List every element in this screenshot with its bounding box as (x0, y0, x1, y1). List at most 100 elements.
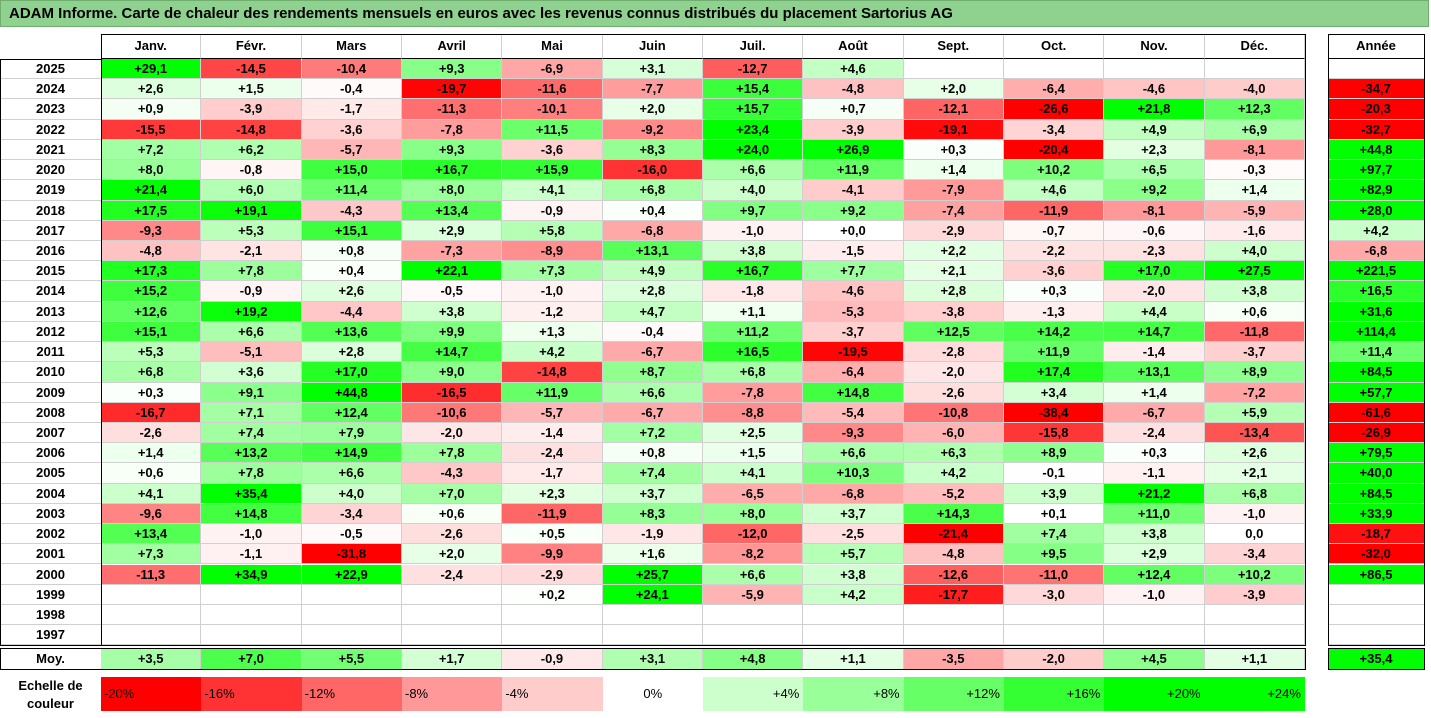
heatmap-cell: +2,8 (903, 281, 1004, 302)
month-header: Mai (502, 34, 603, 59)
heatmap-cell: +5,9 (1204, 402, 1305, 423)
heatmap-cell: +6,6 (803, 443, 904, 464)
average-cell: +1,7 (401, 648, 503, 671)
average-cell: +7,0 (201, 648, 302, 671)
heatmap-cell: +4,2 (502, 342, 603, 363)
heatmap-cell: +4,2 (903, 463, 1004, 484)
heatmap-cell: -5,4 (803, 402, 904, 423)
heatmap-cell: +22,9 (301, 564, 402, 585)
color-scale-stop: +16% (1003, 677, 1105, 711)
heatmap-cell: +1,4 (1104, 382, 1205, 403)
average-cell: +3,5 (101, 648, 202, 671)
heatmap-cell: -0,9 (502, 200, 603, 221)
heatmap-cell: -7,9 (903, 180, 1004, 201)
heatmap-cell: +14,7 (401, 342, 503, 363)
heatmap-cell: -16,7 (101, 402, 202, 423)
heatmap-cell: -1,3 (1003, 301, 1105, 322)
year-total-cell (1328, 604, 1425, 626)
heatmap-cell: +9,2 (1104, 180, 1205, 201)
heatmap-cell: -6,4 (803, 362, 904, 383)
color-scale-stop: 0% (602, 677, 703, 711)
year-label: 2007 (0, 422, 101, 444)
heatmap-cell: +3,9 (1003, 483, 1105, 504)
heatmap-cell: -9,2 (602, 119, 703, 140)
heatmap-cell: +0,1 (1003, 503, 1105, 525)
heatmap-cell: +2,8 (301, 342, 402, 363)
heatmap-cell (502, 625, 603, 646)
heatmap-cell: -0,6 (1104, 220, 1205, 241)
year-total-cell: +11,4 (1328, 342, 1425, 363)
heatmap-cell: -1,1 (1104, 463, 1205, 484)
heatmap-cell: +10,3 (803, 463, 904, 484)
heatmap-cell: +6,0 (201, 180, 302, 201)
heatmap-cell: -17,7 (903, 584, 1004, 605)
heatmap-cell: +35,4 (201, 483, 302, 504)
color-scale-label: Echelle de couleur (0, 677, 101, 711)
year-label: 1998 (0, 604, 101, 626)
heatmap-cell: +1,4 (1204, 180, 1305, 201)
heatmap-cell (903, 604, 1004, 626)
year-label: 2003 (0, 503, 101, 525)
color-scale-stop: +8% (803, 677, 904, 711)
average-cell: +4,8 (702, 648, 804, 671)
average-cell: +1,1 (1204, 648, 1305, 671)
color-scale-stop: -4% (502, 677, 603, 711)
average-cell: -0,9 (502, 648, 603, 671)
heatmap-cell: -6,7 (602, 342, 703, 363)
heatmap-cell: +1,4 (101, 443, 202, 464)
heatmap-cell: -3,9 (1204, 584, 1305, 605)
year-total-cell: +84,5 (1328, 362, 1425, 383)
heatmap-cell: +0,5 (502, 524, 603, 545)
heatmap-cell: +2,5 (702, 422, 804, 444)
heatmap-cell: +6,5 (1104, 160, 1205, 181)
heatmap-cell: -3,4 (301, 503, 402, 525)
heatmap-cell: -5,9 (702, 584, 804, 605)
heatmap-cell: +7,7 (803, 261, 904, 282)
heatmap-cell: -1,1 (201, 544, 302, 565)
heatmap-cell: +8,9 (1003, 443, 1105, 464)
heatmap-cell: -9,3 (803, 422, 904, 444)
heatmap-cell: +12,6 (101, 301, 202, 322)
heatmap-cell: -0,5 (401, 281, 503, 302)
heatmap-cell: +11,2 (702, 321, 804, 343)
heatmap-cell: +2,2 (903, 240, 1004, 262)
year-label: 2010 (0, 362, 101, 383)
heatmap-cell: +0,4 (602, 200, 703, 221)
heatmap-cell (602, 604, 703, 626)
heatmap-cell (1003, 625, 1105, 646)
heatmap-cell: -2,5 (803, 524, 904, 545)
heatmap-cell: -1,0 (201, 524, 302, 545)
heatmap-cell: +7,1 (201, 402, 302, 423)
heatmap-cell: -1,0 (702, 220, 804, 241)
heatmap-cell (602, 625, 703, 646)
heatmap-cell: -19,7 (401, 79, 503, 100)
heatmap-cell: -5,7 (301, 139, 402, 161)
average-cell: +1,1 (803, 648, 904, 671)
heatmap-cell: -2,0 (401, 422, 503, 444)
heatmap-cell: +15,9 (502, 160, 603, 181)
heatmap-cell: -3,7 (1204, 342, 1305, 363)
year-total-cell: +57,7 (1328, 382, 1425, 403)
heatmap-cell: -1,9 (602, 524, 703, 545)
average-total-cell: +35,4 (1328, 648, 1425, 671)
month-header: Févr. (201, 34, 302, 59)
heatmap-cell: +5,7 (803, 544, 904, 565)
heatmap-cell: +9,1 (201, 382, 302, 403)
heatmap-cell: -2,6 (101, 422, 202, 444)
heatmap-cell: -21,4 (903, 524, 1004, 545)
year-label: 2004 (0, 483, 101, 504)
heatmap-cell: -1,8 (702, 281, 804, 302)
heatmap-cell: -3,6 (502, 139, 603, 161)
heatmap-cell: -3,0 (1003, 584, 1105, 605)
heatmap-cell: -11,3 (101, 564, 202, 585)
heatmap-cell: +12,4 (1104, 564, 1205, 585)
year-label: 2012 (0, 321, 101, 343)
heatmap-cell: +0,8 (301, 240, 402, 262)
heatmap-cell: +9,7 (702, 200, 804, 221)
heatmap-cell: -2,3 (1104, 240, 1205, 262)
heatmap-cell: +2,1 (1204, 463, 1305, 484)
heatmap-cell: +0,4 (301, 261, 402, 282)
heatmap-cell: +21,4 (101, 180, 202, 201)
heatmap-cell: +8,0 (101, 160, 202, 181)
